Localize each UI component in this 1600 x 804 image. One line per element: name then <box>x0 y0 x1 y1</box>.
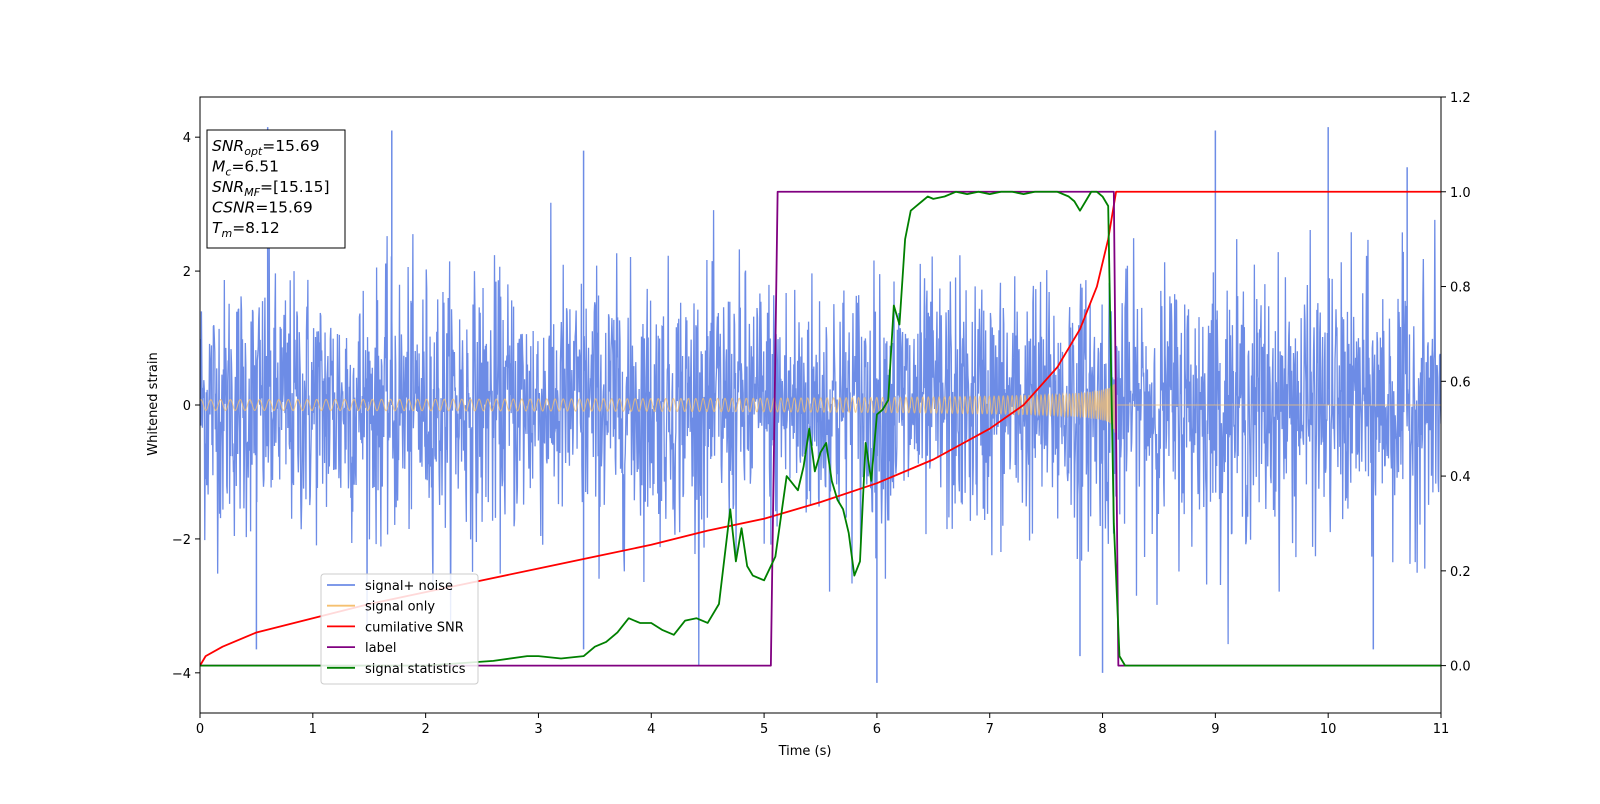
legend-box <box>320 573 479 685</box>
y-axis-label: Whitened strain <box>146 352 161 455</box>
y-tick-label: −4 <box>172 667 191 682</box>
legend-label-signal-noise: signal+ noise <box>365 579 453 594</box>
x-axis-label: Time (s) <box>778 744 832 759</box>
x-tick-label: 9 <box>1211 722 1219 737</box>
y-tick-label: 2 <box>183 265 191 280</box>
annotation-line-1: Mc=6.51 <box>212 158 279 179</box>
y-tick-label: 0 <box>183 399 191 414</box>
x-tick-label: 6 <box>873 722 881 737</box>
y-tick-label: −2 <box>172 533 191 548</box>
legend-label-signal-statistics: signal statistics <box>365 662 466 677</box>
x-tick-label: 11 <box>1433 722 1450 737</box>
y2-tick-label: 0.8 <box>1450 281 1471 296</box>
x-tick-label: 8 <box>1098 722 1106 737</box>
series-cumilative-snr-line <box>200 190 1441 667</box>
y-tick-label: 4 <box>183 131 191 146</box>
legend-label-label: label <box>365 641 396 656</box>
x-tick-label: 10 <box>1320 722 1337 737</box>
y2-tick-label: 0.4 <box>1450 470 1471 485</box>
annotation-line-3: CSNR=15.69 <box>212 199 313 217</box>
annotation-line-4: Tm=8.12 <box>212 219 280 240</box>
x-tick-label: 5 <box>760 722 768 737</box>
y2-tick-label: 0.2 <box>1450 565 1471 580</box>
x-tick-label: 4 <box>647 722 655 737</box>
legend-label-cumilative-snr: cumilative SNR <box>365 620 464 635</box>
x-tick-label: 2 <box>421 722 429 737</box>
y2-tick-label: 1.2 <box>1450 91 1471 106</box>
series-signal-statistics-line <box>200 190 1441 667</box>
legend-label-signal-only: signal only <box>365 600 435 615</box>
series-signal-noise-line <box>200 202 1441 667</box>
y2-tick-label: 0.0 <box>1450 660 1471 675</box>
x-tick-label: 0 <box>196 722 204 737</box>
x-tick-label: 1 <box>309 722 317 737</box>
x-tick-label: 3 <box>534 722 542 737</box>
annotation-line-2: SNRMF=[15.15] <box>212 178 330 199</box>
series-signal-only-line <box>200 384 1441 433</box>
y2-tick-label: 0.6 <box>1450 375 1471 390</box>
annotation-box <box>206 129 346 249</box>
annotation-line-0: SNRopt=15.69 <box>212 137 320 158</box>
y2-tick-label: 1.0 <box>1450 186 1471 201</box>
x-tick-label: 7 <box>986 722 994 737</box>
